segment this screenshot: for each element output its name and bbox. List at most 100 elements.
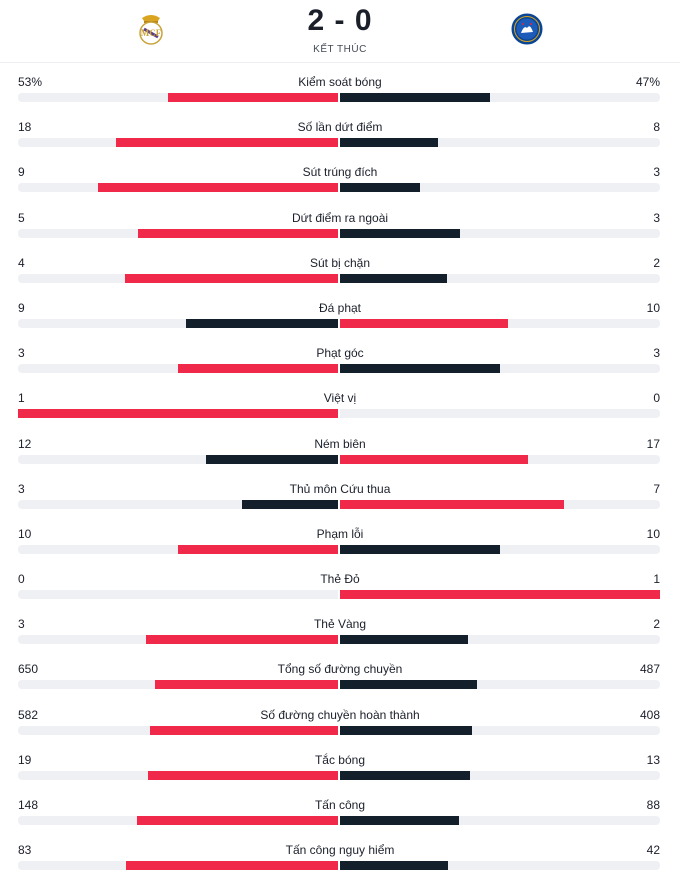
home-stat-bar bbox=[98, 183, 338, 193]
home-stat-value: 12 bbox=[18, 436, 32, 451]
away-stat-track bbox=[340, 680, 660, 690]
real-madrid-crest-icon: MCF bbox=[139, 15, 163, 45]
away-stat-track bbox=[340, 544, 660, 554]
home-stat-value: 9 bbox=[18, 165, 25, 180]
stat-row: 12 Ném biên 17 bbox=[0, 425, 680, 470]
away-stat-bar bbox=[340, 364, 500, 374]
home-stat-value: 650 bbox=[18, 662, 39, 677]
home-stat-value: 1 bbox=[18, 391, 25, 406]
away-stat-value: 47% bbox=[635, 75, 660, 89]
stat-row: 53% Kiểm soát bóng 47% bbox=[0, 63, 680, 108]
home-stat-bar bbox=[125, 861, 338, 871]
stat-row: 0 Thẻ Đỏ 1 bbox=[0, 560, 680, 605]
home-stat-bar bbox=[242, 499, 338, 509]
stat-label: Số đường chuyền hoàn thành bbox=[260, 707, 420, 722]
home-stat-bar bbox=[155, 680, 338, 690]
away-stat-value: 13 bbox=[646, 752, 660, 767]
stat-row: 83 Tấn công nguy hiểm 42 bbox=[0, 831, 680, 876]
away-stat-bar bbox=[340, 499, 564, 509]
home-stat-value: 9 bbox=[18, 300, 25, 315]
home-stat-bar bbox=[178, 544, 338, 554]
away-stat-bar bbox=[340, 318, 509, 328]
away-stat-track bbox=[340, 183, 660, 193]
away-stat-track bbox=[340, 409, 660, 419]
home-stat-value: 19 bbox=[18, 752, 32, 767]
home-stat-bar bbox=[138, 228, 338, 238]
stat-row: 3 Thủ môn Cứu thua 7 bbox=[0, 470, 680, 515]
match-score: 2 - 0 bbox=[307, 4, 373, 37]
home-stat-track bbox=[18, 183, 338, 193]
home-stat-bar bbox=[148, 770, 338, 780]
home-stat-track bbox=[18, 635, 338, 645]
away-stat-value: 10 bbox=[646, 526, 660, 541]
match-header: MCF 2 - 0 KẾT THÚC bbox=[0, 0, 680, 63]
away-team-badge[interactable] bbox=[506, 8, 548, 50]
home-stat-track bbox=[18, 318, 338, 328]
home-stat-value: 4 bbox=[18, 255, 25, 270]
away-stat-track bbox=[340, 725, 660, 735]
stat-label: Phạt góc bbox=[316, 346, 364, 361]
away-stat-value: 88 bbox=[646, 798, 660, 812]
stat-label: Phạm lỗi bbox=[316, 526, 364, 541]
away-stat-value: 2 bbox=[653, 255, 660, 270]
away-stat-track bbox=[340, 816, 660, 825]
stat-label: Ném biên bbox=[314, 436, 366, 451]
stat-label: Kiểm soát bóng bbox=[298, 75, 382, 89]
home-stat-track bbox=[18, 499, 338, 509]
stat-label: Thẻ Đỏ bbox=[320, 572, 360, 587]
home-stat-value: 0 bbox=[18, 572, 25, 587]
away-stat-track bbox=[340, 228, 660, 238]
home-stat-bar bbox=[146, 635, 338, 645]
stat-label: Sút bị chặn bbox=[309, 255, 371, 270]
home-stat-bar bbox=[124, 273, 338, 283]
stat-row: 9 Đá phạt 10 bbox=[0, 289, 680, 334]
stat-row: 582 Số đường chuyền hoàn thành 408 bbox=[0, 696, 680, 741]
stat-row: 148 Tấn công 88 bbox=[0, 786, 680, 831]
stat-row: 4 Sút bị chặn 2 bbox=[0, 244, 680, 289]
stat-label: Đá phạt bbox=[318, 300, 362, 315]
away-stat-value: 3 bbox=[653, 346, 660, 361]
away-stat-value: 10 bbox=[646, 300, 660, 315]
away-stat-bar bbox=[340, 635, 468, 645]
away-stat-value: 8 bbox=[653, 120, 660, 135]
stat-row: 3 Thẻ Vàng 2 bbox=[0, 605, 680, 650]
home-stat-value: 148 bbox=[18, 798, 39, 812]
stat-label: Dứt điểm ra ngoài bbox=[291, 210, 389, 225]
stat-row: 19 Tắc bóng 13 bbox=[0, 741, 680, 786]
away-stat-bar bbox=[340, 93, 491, 102]
stat-label: Việt vị bbox=[323, 391, 357, 406]
home-stat-value: 83 bbox=[18, 843, 32, 858]
home-stat-value: 3 bbox=[18, 346, 25, 361]
home-stat-bar bbox=[149, 725, 338, 735]
stat-row: 9 Sút trúng đích 3 bbox=[0, 153, 680, 198]
stat-label: Sút trúng đích bbox=[302, 165, 378, 180]
away-stat-bar bbox=[340, 228, 460, 238]
stat-label: Tắc bóng bbox=[314, 752, 366, 767]
home-stat-bar bbox=[168, 93, 338, 102]
home-stat-bar bbox=[186, 318, 338, 328]
home-stat-track bbox=[18, 409, 338, 419]
home-team-badge[interactable]: MCF bbox=[130, 8, 172, 50]
home-stat-track bbox=[18, 93, 338, 102]
home-stat-track bbox=[18, 228, 338, 238]
home-stat-track bbox=[18, 364, 338, 374]
stat-row: 3 Phạt góc 3 bbox=[0, 334, 680, 379]
match-stats-list: 53% Kiểm soát bóng 47% 18 Số lần dứt điểm 8 9 S… bbox=[0, 63, 680, 876]
home-stat-bar bbox=[178, 364, 338, 374]
stat-row: 650 Tổng số đường chuyền 487 bbox=[0, 650, 680, 695]
away-stat-value: 1 bbox=[653, 572, 660, 587]
stat-row: 5 Dứt điểm ra ngoài 3 bbox=[0, 199, 680, 244]
away-stat-value: 0 bbox=[653, 391, 660, 406]
away-stat-bar bbox=[340, 544, 500, 554]
home-stat-value: 3 bbox=[18, 617, 25, 632]
away-stat-track bbox=[340, 590, 660, 600]
home-stat-track bbox=[18, 680, 338, 690]
away-stat-bar bbox=[340, 725, 472, 735]
stat-row: 18 Số lần dứt điểm 8 bbox=[0, 108, 680, 153]
match-status: KẾT THÚC bbox=[313, 44, 367, 55]
home-stat-track bbox=[18, 454, 338, 464]
stat-label: Tổng số đường chuyền bbox=[277, 662, 403, 677]
stat-label: Tấn công nguy hiểm bbox=[285, 843, 395, 858]
away-stat-bar bbox=[340, 183, 420, 193]
away-stat-bar bbox=[340, 454, 528, 464]
